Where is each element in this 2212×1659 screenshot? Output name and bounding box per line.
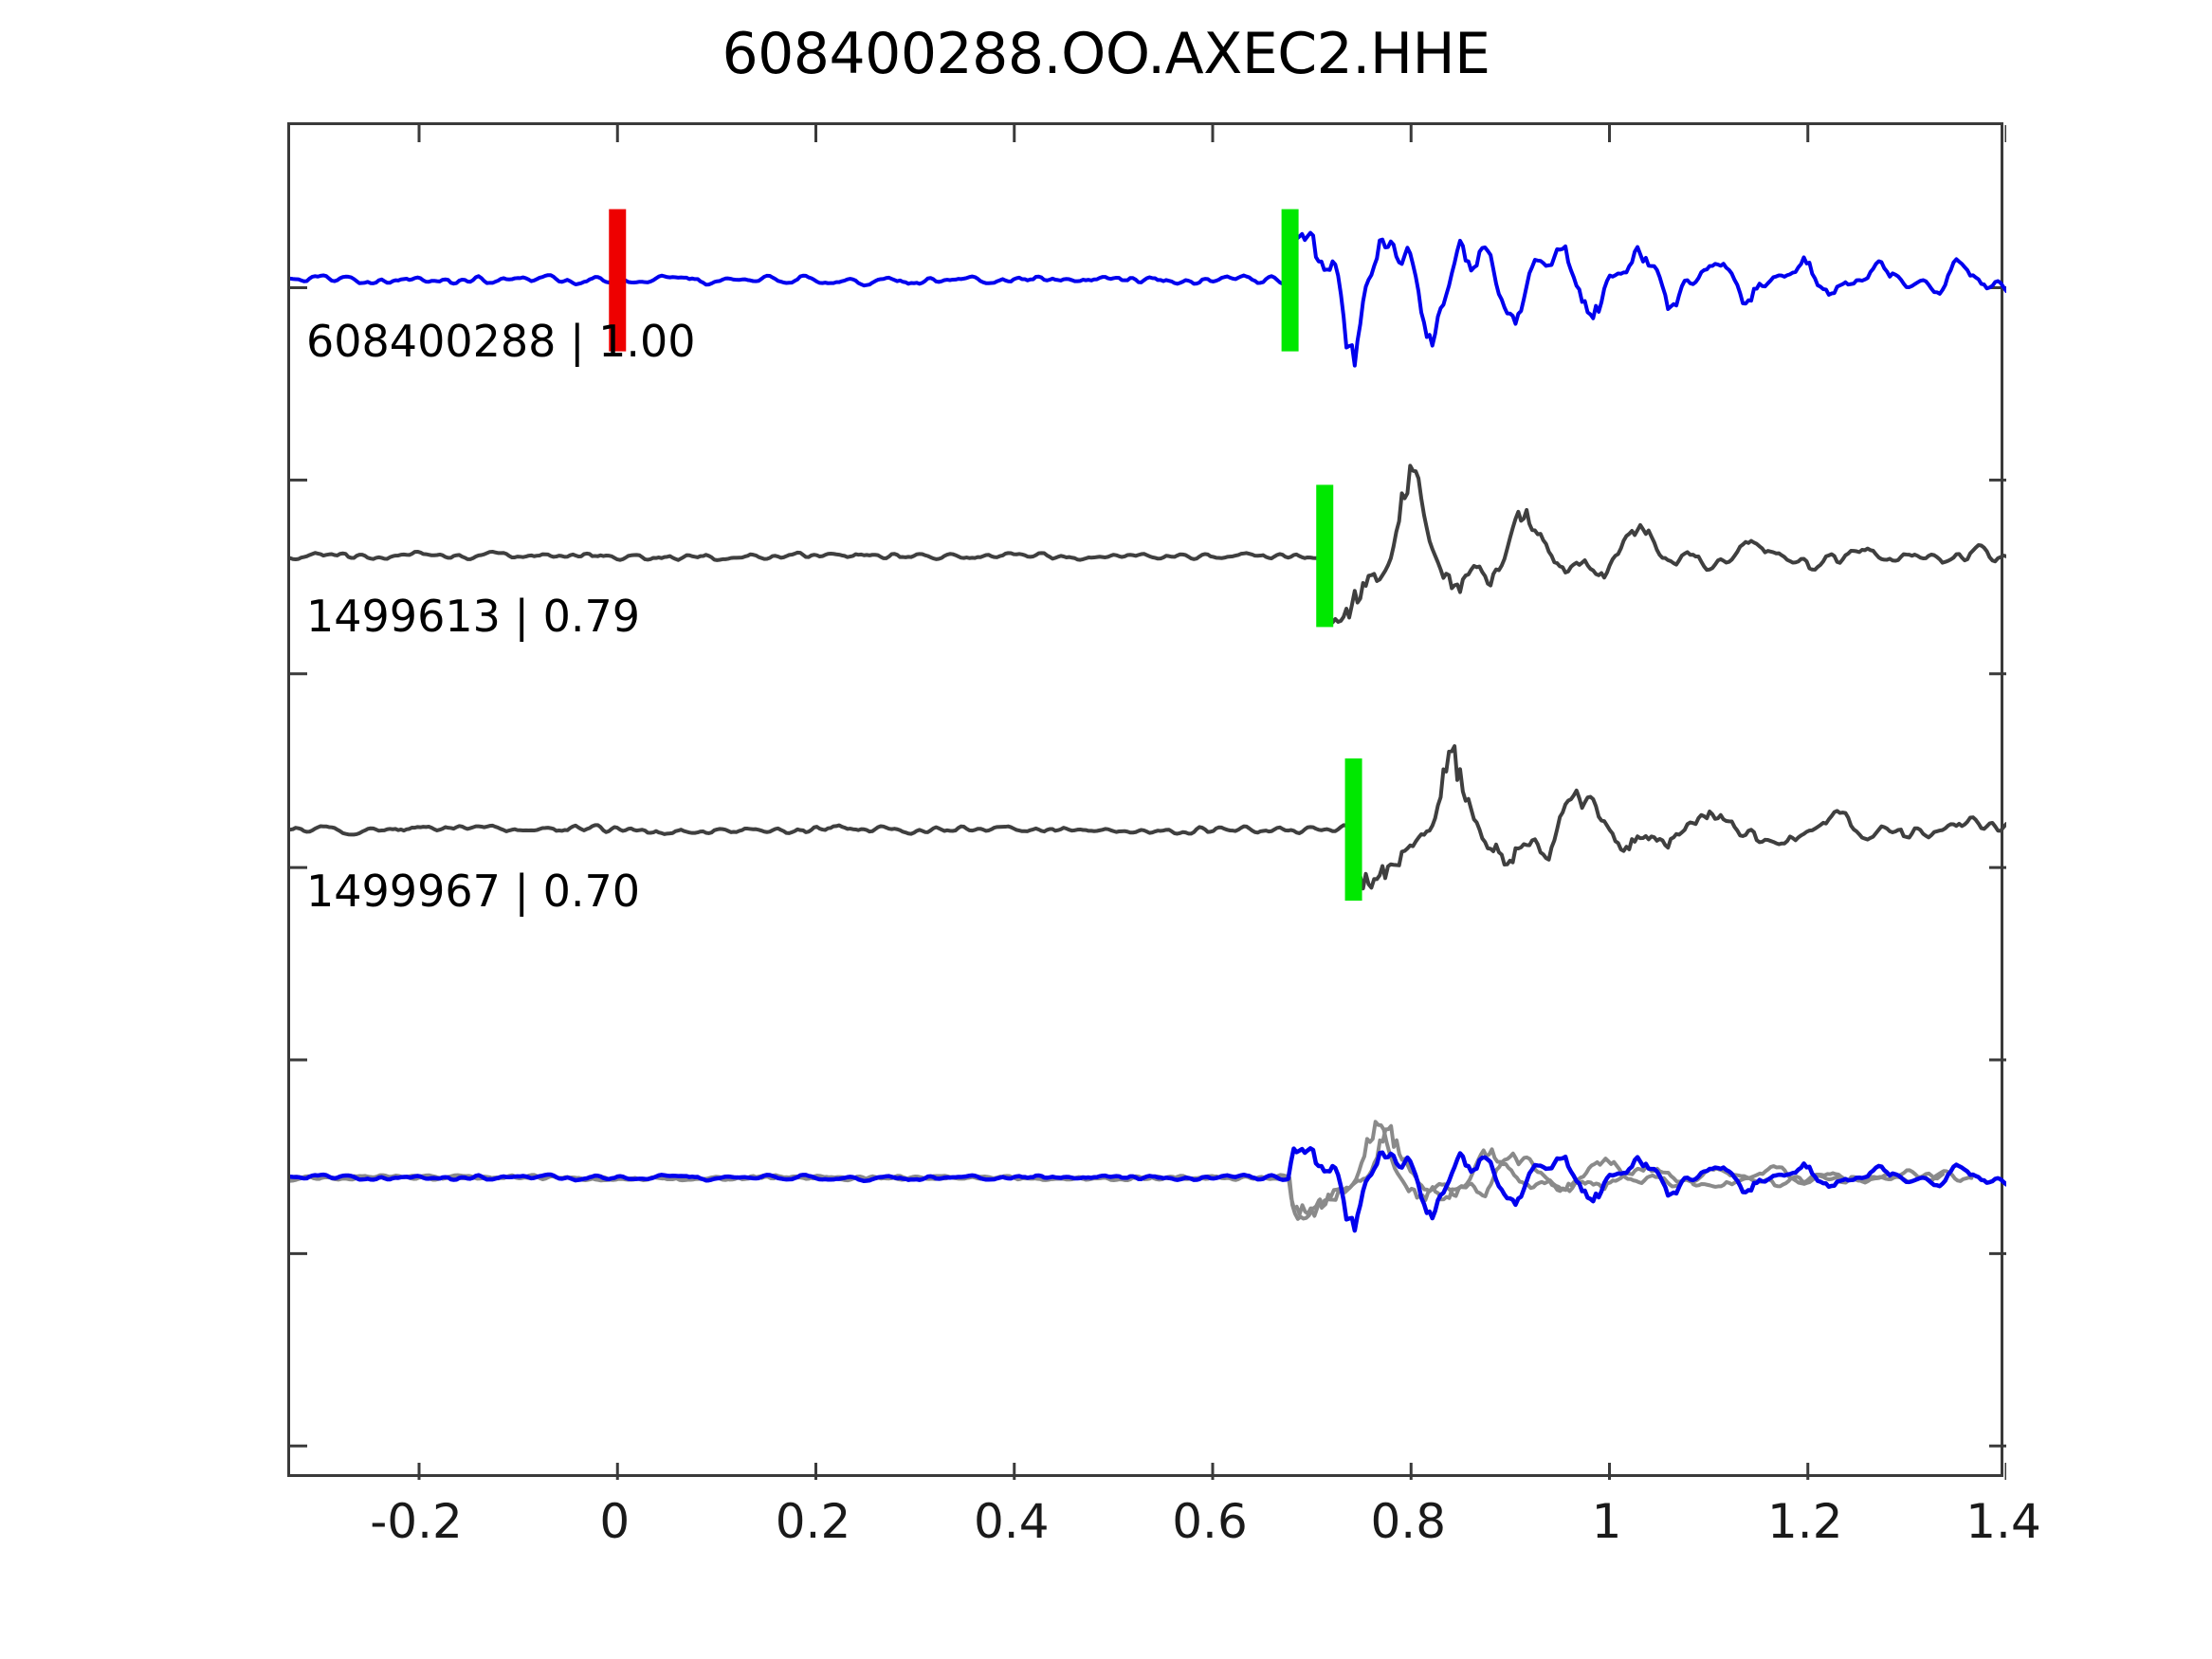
waveform-trace [290, 464, 2006, 625]
x-tick-label: 1.4 [1965, 1494, 2041, 1549]
trace-label-608400288: 608400288 | 1.00 [306, 316, 696, 367]
waveform-trace [290, 1146, 2006, 1233]
waveform-trace [290, 230, 2006, 368]
plot-area: 608400288 | 1.00 1499613 | 0.79 1499967 … [287, 122, 2006, 1480]
x-tick-label: 0.8 [1370, 1494, 1447, 1549]
x-tick-label: 1 [1591, 1494, 1622, 1549]
detection-marker-green-2 [1316, 484, 1334, 628]
x-tick-label: 0.4 [973, 1494, 1050, 1549]
x-tick-label: 0.2 [775, 1494, 851, 1549]
trace-label-1499613: 1499613 | 0.79 [306, 591, 641, 642]
x-tick-label: 0.6 [1172, 1494, 1248, 1549]
page-title: 608400288.OO.AXEC2.HHE [722, 21, 1490, 87]
waveform-trace [290, 744, 2006, 891]
waveform-trace [290, 1123, 1946, 1216]
pick-marker-red [609, 209, 627, 352]
waveform-traces [290, 230, 2006, 1233]
x-tick-label: -0.2 [370, 1494, 463, 1549]
trace-label-1499967: 1499967 | 0.70 [306, 866, 641, 917]
x-tick-label: 0 [599, 1494, 631, 1549]
detection-marker-green-3 [1344, 758, 1362, 902]
waveform-canvas [290, 125, 2006, 1480]
axis-ticks [290, 125, 2006, 1480]
x-tick-label: 1.2 [1766, 1494, 1843, 1549]
detection-marker-green-1 [1281, 209, 1299, 352]
pick-markers [609, 209, 1362, 902]
